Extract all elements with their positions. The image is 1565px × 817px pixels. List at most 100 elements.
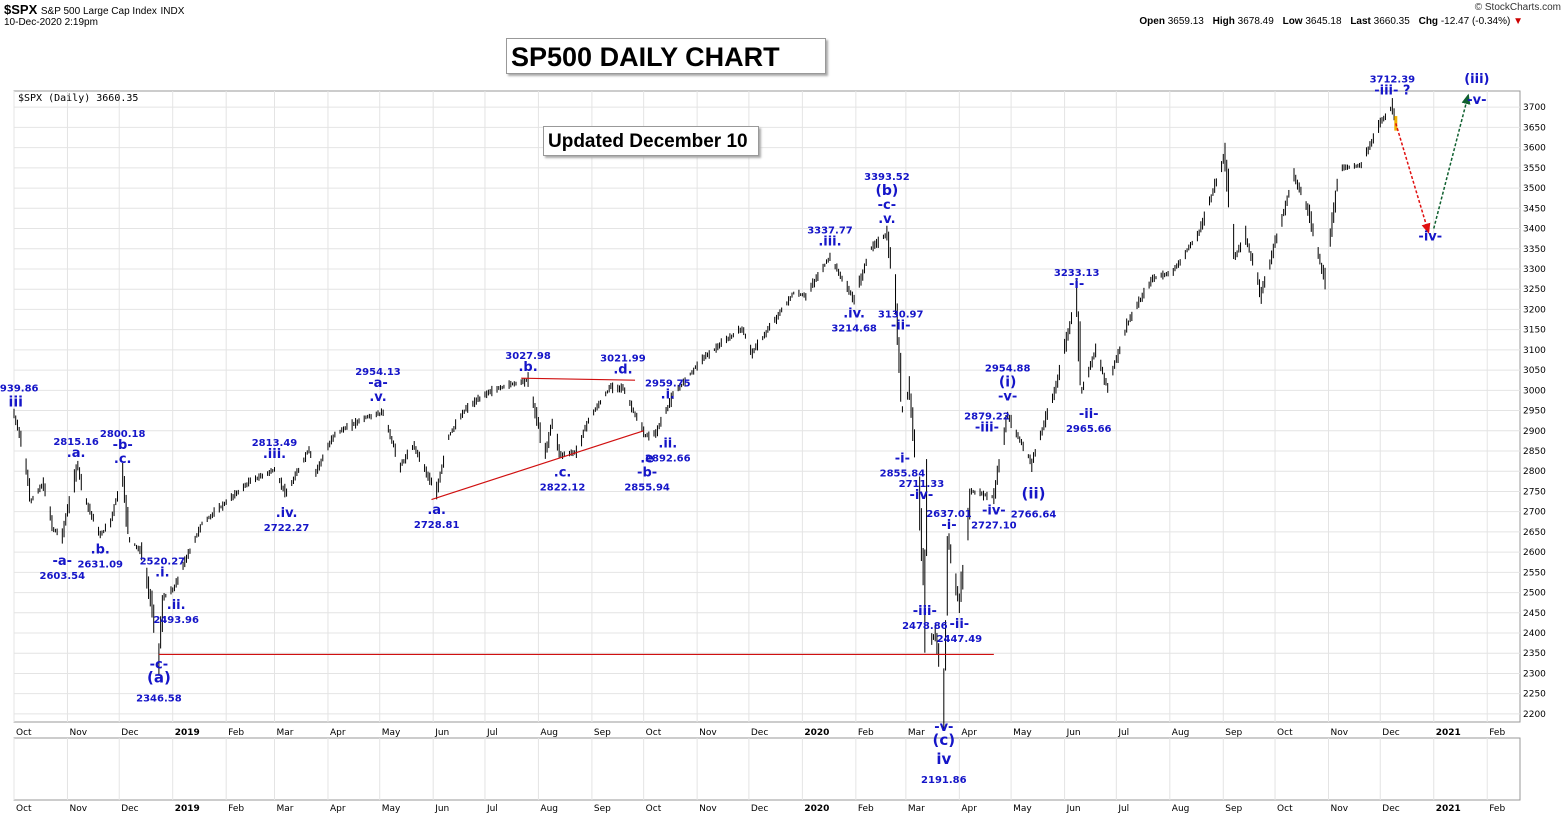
price-label: 2727.10 xyxy=(971,521,1017,532)
price-label: 3712.39 xyxy=(1370,74,1416,85)
price-label: 2959.75 xyxy=(645,379,691,390)
x-tick-label: 2019 xyxy=(175,728,200,738)
update-note: Updated December 10 xyxy=(543,126,759,156)
wave-label: -i- xyxy=(895,452,910,467)
wave-label: -iii- ? xyxy=(1374,83,1410,98)
x-tick-label-lower: Jun xyxy=(1066,804,1081,814)
price-label: 2728.81 xyxy=(414,520,460,531)
x-tick-label-lower: Nov xyxy=(699,804,717,814)
wave-label: iv xyxy=(936,750,951,768)
wave-label: .v. xyxy=(878,212,895,227)
x-tick-label: Nov xyxy=(1331,728,1349,738)
y-tick-label: 3650 xyxy=(1523,123,1546,133)
wave-label: -c- xyxy=(150,657,169,672)
price-label: 2892.66 xyxy=(645,454,691,465)
x-tick-label-lower: 2019 xyxy=(175,804,200,814)
high-value: 3678.49 xyxy=(1237,16,1274,27)
x-tick-label-lower: Sep xyxy=(594,804,611,814)
wave-label: -b- xyxy=(113,438,133,453)
price-label: 2855.84 xyxy=(880,469,926,480)
x-tick-label-lower: Mar xyxy=(908,804,925,814)
wave-label: (a) xyxy=(147,668,171,686)
price-label: 2815.16 xyxy=(53,437,99,448)
wave-label: .iii. xyxy=(818,235,841,250)
y-tick-label: 2650 xyxy=(1523,528,1546,538)
exchange: INDX xyxy=(160,6,185,17)
low-value: 3645.18 xyxy=(1305,16,1342,27)
x-tick-label: Nov xyxy=(69,728,87,738)
x-tick-label: Dec xyxy=(121,728,138,738)
x-tick-label-lower: Aug xyxy=(1172,804,1190,814)
trendline xyxy=(521,377,636,381)
trendline xyxy=(431,430,644,501)
last-label: Last xyxy=(1350,16,1371,27)
y-tick-label: 3250 xyxy=(1523,285,1546,295)
x-tick-label-lower: 2020 xyxy=(804,804,829,814)
x-tick-label-lower: Oct xyxy=(646,804,662,814)
x-tick-label: Aug xyxy=(540,728,558,738)
y-tick-label: 2950 xyxy=(1523,407,1546,417)
chart-legend: $SPX (Daily) 3660.35 xyxy=(18,93,139,104)
wave-label: .ii. xyxy=(167,598,186,613)
x-tick-label-lower: Dec xyxy=(751,804,768,814)
wave-label: -ii- xyxy=(1079,407,1099,422)
y-tick-label: 3450 xyxy=(1523,204,1546,214)
wave-label: -a- xyxy=(53,554,73,569)
chg-label: Chg xyxy=(1418,16,1439,27)
x-tick-label: 2021 xyxy=(1436,728,1461,738)
wave-label: -ii- xyxy=(891,318,911,333)
wave-label: .ii. xyxy=(658,437,677,452)
wave-label: .i. xyxy=(661,388,675,403)
y-tick-label: 3600 xyxy=(1523,144,1546,154)
price-label: 2603.54 xyxy=(40,571,86,582)
wave-label: -v- xyxy=(998,390,1017,405)
wave-label: .iii. xyxy=(263,447,286,462)
x-tick-label: Oct xyxy=(16,728,32,738)
x-tick-label-lower: Apr xyxy=(961,804,977,814)
y-tick-label: 3150 xyxy=(1523,326,1546,336)
price-label: 2520.27 xyxy=(140,556,186,567)
y-tick-label: 3050 xyxy=(1523,366,1546,376)
price-label: 2822.12 xyxy=(540,482,586,493)
chart-title: SP500 DAILY CHART xyxy=(506,38,826,74)
wave-label: -i- xyxy=(941,518,956,533)
x-tick-label: Oct xyxy=(1277,728,1293,738)
x-tick-label: Apr xyxy=(961,728,977,738)
symbol-header: $SPX S&P 500 Large Cap Index INDX xyxy=(4,2,184,17)
y-tick-label: 3400 xyxy=(1523,225,1546,235)
price-label: 3130.97 xyxy=(878,309,924,320)
wave-label: -i- xyxy=(1069,277,1084,292)
wave-label: .iv. xyxy=(276,506,298,521)
x-tick-label-lower: Oct xyxy=(1277,804,1293,814)
price-label: 2191.86 xyxy=(921,775,967,786)
projection-arrow xyxy=(1395,123,1431,235)
symbol: $SPX xyxy=(4,2,38,17)
x-tick-label-lower: 2021 xyxy=(1436,804,1461,814)
x-tick-label-lower: Sep xyxy=(1225,804,1242,814)
down-triangle-icon: ▼ xyxy=(1513,16,1523,27)
brand-logo: © StockCharts.com xyxy=(1474,2,1561,13)
x-tick-label-lower: Apr xyxy=(330,804,346,814)
wave-label: (ii) xyxy=(1022,485,1046,503)
price-label: 2447.49 xyxy=(937,634,983,645)
plot-area xyxy=(13,90,1521,723)
price-label: 2637.01 xyxy=(926,509,972,520)
projection-wave-label: -v- xyxy=(1467,93,1486,108)
wave-label: .iv. xyxy=(843,306,865,321)
low-label: Low xyxy=(1282,16,1303,27)
x-tick-label-lower: Dec xyxy=(121,804,138,814)
price-label: 2855.94 xyxy=(624,483,670,494)
x-tick-label: Jul xyxy=(1117,728,1129,738)
y-tick-label: 2250 xyxy=(1523,690,1546,700)
projection-wave-label: -iv- xyxy=(1418,230,1442,245)
price-label: 3214.68 xyxy=(831,323,877,334)
price-label: 2800.18 xyxy=(100,429,146,440)
wave-label: -v- xyxy=(934,720,953,735)
price-label: 2954.13 xyxy=(355,367,401,378)
open-value: 3659.13 xyxy=(1167,16,1204,27)
x-tick-label-lower: Feb xyxy=(1489,804,1505,814)
price-label: 2493.96 xyxy=(153,615,199,626)
y-tick-label: 3000 xyxy=(1523,386,1546,396)
chart-datetime: 10-Dec-2020 2:19pm xyxy=(4,17,98,28)
